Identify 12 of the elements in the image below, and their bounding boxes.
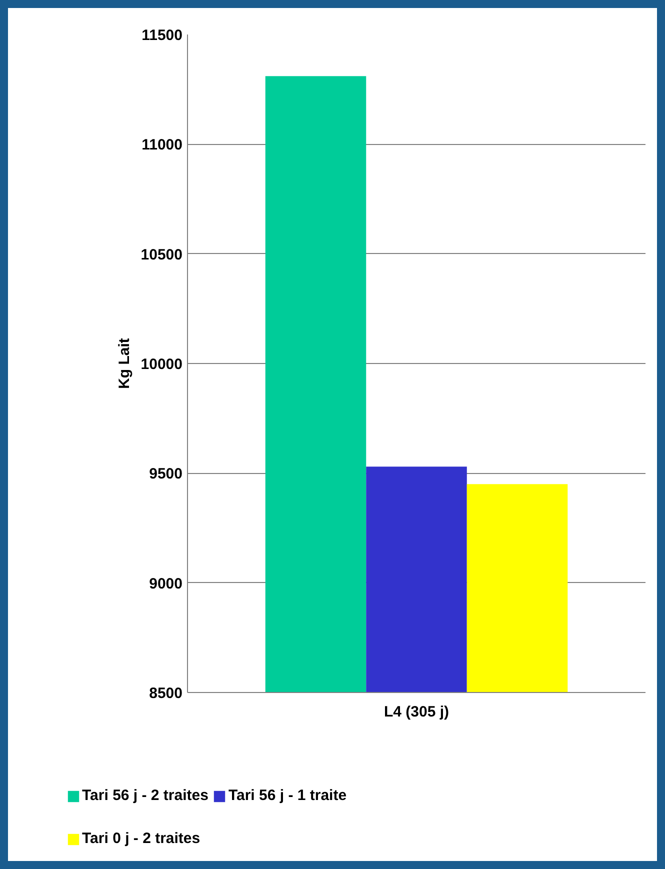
legend-label: Tari 56 j - 2 traites (82, 787, 208, 804)
y-tick-label: 11500 (142, 27, 183, 44)
y-axis-title: Kg Lait (116, 338, 133, 389)
y-tick-label: 8500 (149, 685, 183, 702)
legend-label: Tari 56 j - 1 traite (228, 787, 347, 804)
legend-label: Tari 0 j - 2 traites (82, 830, 200, 847)
y-tick-label: 10500 (140, 246, 183, 264)
y-tick-label: 10000 (140, 356, 183, 373)
y-tick-label: 9000 (149, 575, 183, 592)
y-tick-label: 9500 (149, 466, 183, 483)
y-tick-label: 11000 (142, 136, 183, 154)
x-tick-label: L4 (305 j) (384, 704, 450, 720)
